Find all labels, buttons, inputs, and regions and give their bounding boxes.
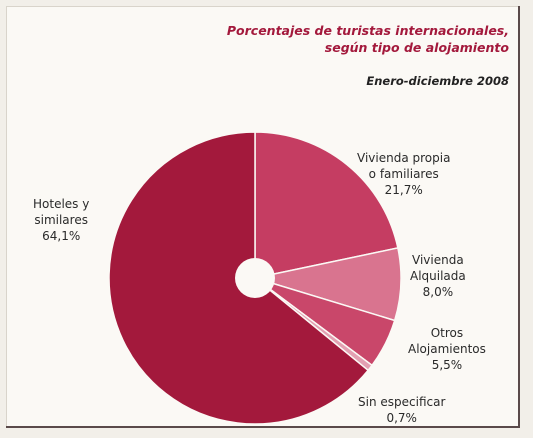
slice-label-hoteles: Hoteles y similares 64,1% bbox=[33, 196, 89, 244]
slice-label-vivienda-alquilada: Vivienda Alquilada 8,0% bbox=[410, 252, 466, 300]
slice-label-text: similares bbox=[34, 213, 88, 227]
pie-slice-vivienda-propia-o-familiares bbox=[254, 131, 399, 279]
slice-label-text: Sin especificar bbox=[358, 395, 446, 409]
slice-label-text: Alojamientos bbox=[408, 342, 486, 356]
slice-value-text: 8,0% bbox=[422, 285, 454, 299]
pie-center-hole bbox=[235, 258, 275, 298]
slice-label-text: Vivienda bbox=[412, 253, 464, 267]
slice-label-text: Vivienda propia bbox=[357, 151, 451, 165]
slice-value-text: 5,5% bbox=[431, 358, 463, 372]
slice-value-text: 0,7% bbox=[386, 411, 417, 425]
slice-label-sin-especificar: Sin especificar 0,7% bbox=[358, 394, 445, 426]
slice-value-text: 21,7% bbox=[384, 183, 423, 197]
slice-label-text: Hoteles y bbox=[33, 197, 90, 211]
chart-title: Porcentajes de turistas internacionales,… bbox=[227, 22, 509, 56]
slice-label-text: Alquilada bbox=[410, 269, 466, 283]
chart-subtitle: Enero-diciembre 2008 bbox=[366, 74, 509, 88]
slice-value-text: 64,1% bbox=[42, 229, 81, 243]
slice-label-text: Otros bbox=[430, 326, 464, 340]
slice-label-vivienda-propia: Vivienda propia o familiares 21,7% bbox=[357, 150, 450, 198]
chart-title-line-1: Porcentajes de turistas internacionales, bbox=[226, 23, 509, 38]
chart-title-line-2: según tipo de alojamiento bbox=[324, 40, 509, 55]
slice-label-text: o familiares bbox=[368, 167, 439, 181]
slice-label-otros-alojamientos: Otros Alojamientos 5,5% bbox=[408, 325, 486, 373]
